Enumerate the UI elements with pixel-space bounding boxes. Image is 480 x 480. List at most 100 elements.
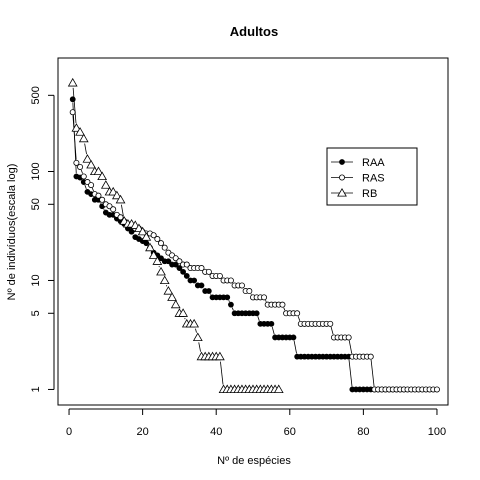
series-rb-point — [108, 186, 119, 196]
series-ras-point — [69, 109, 76, 116]
axes: 0 20 40 60 80 100 1 5 10 50 100 500 — [30, 86, 446, 438]
series-rb-point — [137, 226, 148, 236]
series-rb-point — [71, 123, 82, 132]
series-raa-point — [128, 228, 135, 235]
series-rb-point — [82, 154, 93, 163]
x-axis-label: Nº de espécies — [217, 455, 291, 467]
series-raa-point — [143, 240, 150, 247]
series-rb — [67, 77, 284, 394]
series-ras-point — [80, 173, 87, 180]
series-layer — [67, 77, 440, 394]
series-ras-point — [205, 268, 212, 275]
series-ras-point — [227, 277, 234, 284]
series-raa-point — [205, 288, 212, 294]
series-rb-point — [192, 332, 203, 342]
series-raa-segment — [257, 316, 260, 321]
series-rb-point — [156, 266, 166, 276]
y-tick-label-0: 1 — [30, 386, 42, 392]
x-tick-label-4: 80 — [357, 426, 369, 438]
y-tick-label-4: 100 — [30, 162, 42, 180]
series-raa-point — [268, 320, 275, 327]
legend-label-raa: RAA — [362, 157, 385, 169]
series-ras — [69, 109, 440, 393]
series-raa-point — [176, 265, 183, 271]
series-ras-segment — [91, 187, 94, 192]
series-rb-point — [273, 384, 284, 394]
series-ras-point — [279, 301, 286, 308]
series-ras-point — [150, 232, 157, 239]
series-rb-point — [178, 308, 188, 317]
chart-title: Adultos — [230, 24, 278, 39]
legend-label-ras: RAS — [362, 173, 385, 185]
legend-marker-ras — [338, 174, 345, 181]
legend-marker-rb — [337, 187, 347, 197]
y-tick-label-2: 10 — [30, 274, 42, 286]
series-raa-point — [180, 268, 186, 275]
series-ras-segment — [80, 169, 83, 174]
series-rb-point — [93, 166, 104, 176]
series-raa-point — [165, 258, 172, 265]
series-ras-point — [99, 196, 106, 203]
series-rb-point — [167, 292, 177, 301]
series-ras-point — [88, 182, 95, 189]
series-rb-point — [214, 351, 225, 361]
series-raa-segment — [293, 340, 297, 354]
series-raa-segment — [231, 307, 234, 311]
series-rb-point — [145, 242, 155, 252]
series-raa-point — [228, 301, 234, 308]
series-rb-point — [115, 194, 126, 204]
series-rb-point — [189, 318, 200, 328]
series-ras-point — [117, 214, 124, 221]
series-rb-segment — [195, 328, 197, 333]
series-raa-segment — [348, 359, 353, 387]
series-rb-point — [111, 190, 122, 200]
series-ras-point — [176, 258, 183, 265]
y-tick-label-3: 50 — [30, 198, 42, 210]
y-axis-label: Nº de indivíduos(escala log) — [6, 164, 18, 301]
series-ras-point — [161, 244, 168, 251]
series-ras-point — [183, 261, 190, 268]
series-rb-point — [86, 159, 97, 169]
series-ras-point — [158, 240, 165, 247]
series-ras-segment — [330, 326, 334, 335]
series-raa-point — [224, 294, 231, 301]
series-ras-point — [246, 288, 253, 295]
series-ras-point — [345, 334, 352, 341]
plot-frame — [57, 57, 449, 406]
series-ras-point — [261, 294, 268, 301]
series-rb-segment — [72, 87, 77, 124]
series-ras-segment — [348, 340, 353, 354]
x-tick-label-5: 100 — [428, 426, 446, 438]
series-ras-point — [154, 236, 161, 243]
series-raa-point — [183, 273, 190, 279]
series-rb-point — [100, 180, 111, 189]
series-raa-segment — [228, 300, 230, 302]
series-raa-point — [253, 310, 260, 317]
series-rb-point — [75, 127, 85, 136]
y-tick-label-5: 500 — [30, 86, 42, 104]
x-tick-label-1: 20 — [136, 426, 148, 438]
series-rb-point — [97, 171, 108, 181]
series-rb-point — [67, 77, 78, 87]
series-rb-segment — [84, 143, 87, 155]
x-tick-label-3: 60 — [284, 426, 296, 438]
series-raa — [69, 96, 407, 393]
series-rb-point — [163, 286, 174, 295]
series-rb-segment — [198, 342, 201, 352]
series-raa-point — [172, 261, 179, 268]
series-raa-segment — [84, 184, 87, 190]
series-rb-segment — [121, 204, 124, 217]
series-raa-segment — [271, 326, 275, 335]
series-raa-point — [290, 334, 297, 341]
series-ras-segment — [265, 300, 267, 302]
series-ras-point — [95, 192, 102, 199]
legend-marker-raa — [339, 159, 345, 165]
series-ras-point — [73, 159, 80, 166]
series-ras-segment — [283, 307, 286, 311]
legend-label-rb: RB — [362, 188, 377, 200]
x-tick-label-0: 0 — [66, 426, 72, 438]
series-rb-point — [152, 256, 163, 265]
series-rb-point — [148, 250, 159, 259]
x-tick-label-2: 40 — [210, 426, 222, 438]
